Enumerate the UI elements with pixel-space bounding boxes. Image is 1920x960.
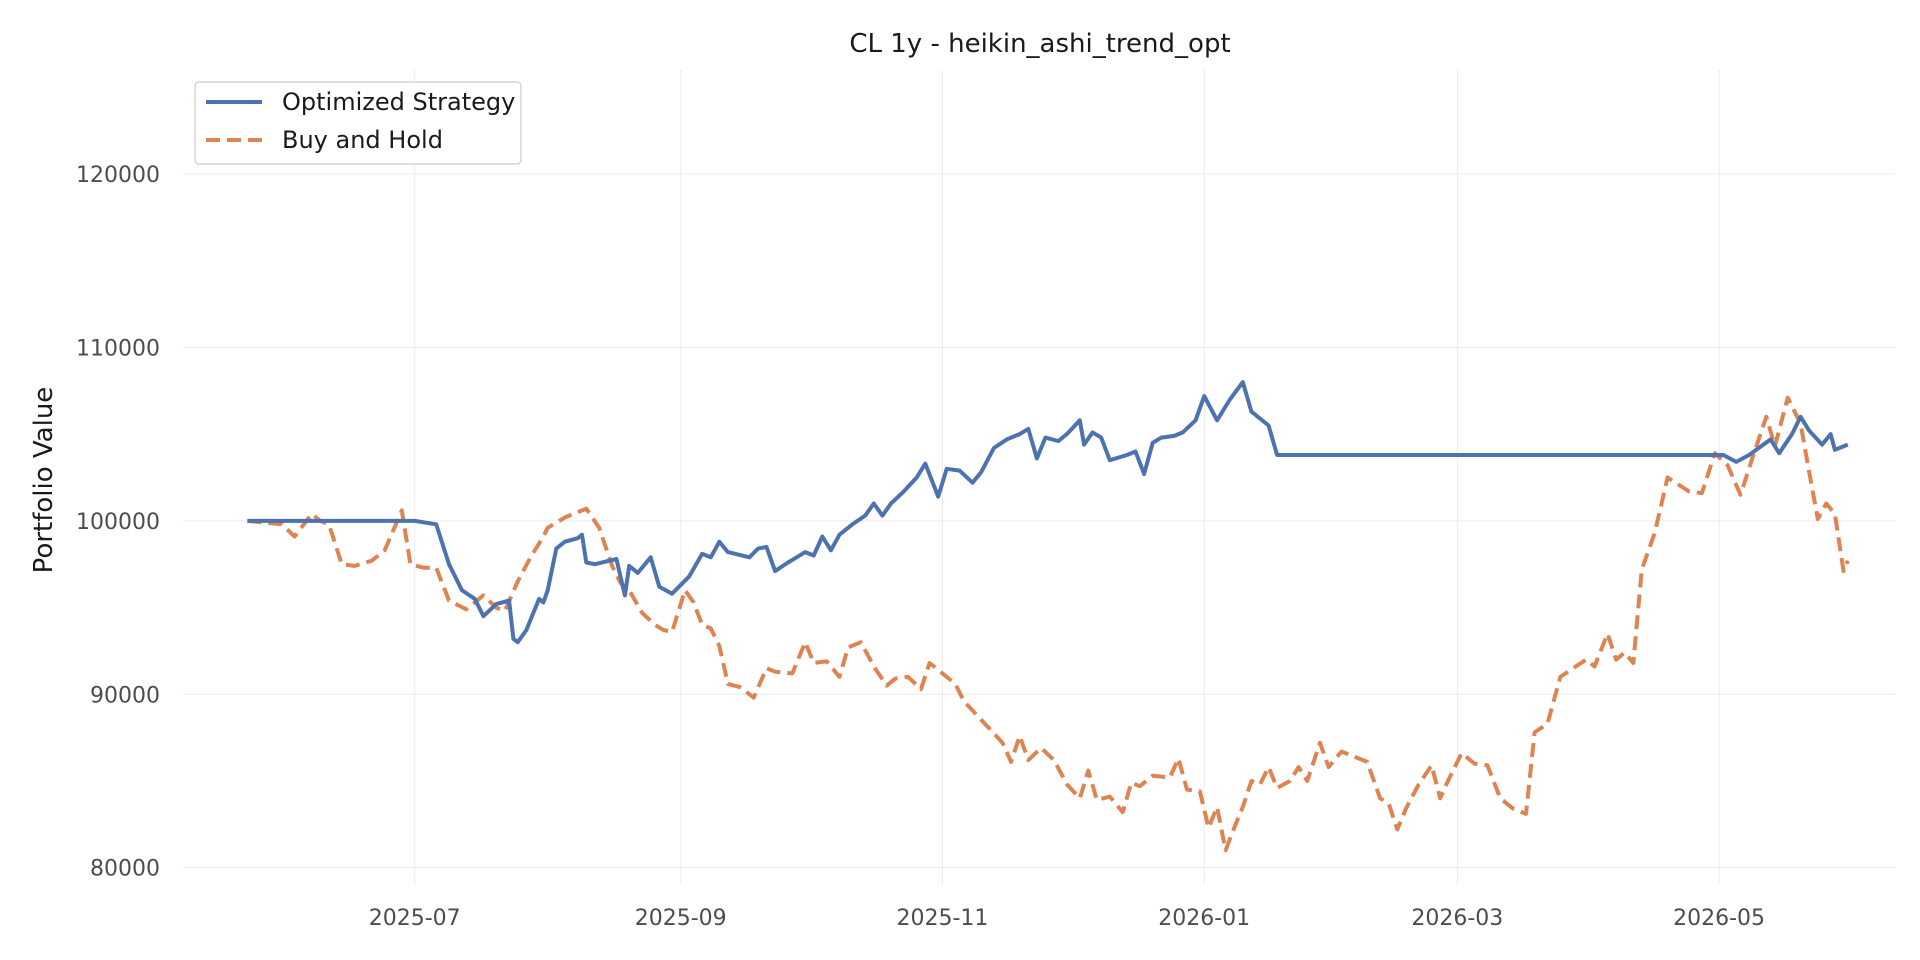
series-line-optimized-strategy bbox=[247, 380, 1849, 645]
x-tick-label: 2026-05 bbox=[1673, 906, 1765, 931]
legend-box bbox=[194, 81, 522, 165]
y-tick-label: 110000 bbox=[76, 336, 160, 361]
series-line-buy-and-hold bbox=[247, 395, 1850, 853]
grid bbox=[183, 70, 1895, 885]
y-axis-ticks: 80000 90000 100000 110000 120000 bbox=[76, 163, 160, 882]
chart-title: CL 1y - heikin_ashi_trend_opt bbox=[849, 29, 1230, 59]
y-tick-label: 120000 bbox=[76, 163, 160, 188]
legend-label-optimized-strategy: Optimized Strategy bbox=[282, 88, 515, 116]
legend: Optimized Strategy Buy and Hold bbox=[194, 81, 522, 165]
y-tick-label: 100000 bbox=[76, 510, 160, 535]
legend-label-buy-and-hold: Buy and Hold bbox=[282, 126, 443, 154]
x-tick-label: 2025-11 bbox=[896, 906, 988, 931]
x-tick-label: 2026-01 bbox=[1158, 906, 1250, 931]
x-axis-ticks: 2025-07 2025-09 2025-11 2026-01 2026-03 2026-… bbox=[369, 906, 1765, 931]
series-lines bbox=[247, 380, 1850, 853]
y-axis-title: Portfolio Value bbox=[29, 387, 59, 574]
x-tick-label: 2025-07 bbox=[369, 906, 461, 931]
y-tick-label: 80000 bbox=[90, 857, 160, 882]
x-tick-label: 2026-03 bbox=[1411, 906, 1503, 931]
x-tick-label: 2025-09 bbox=[635, 906, 727, 931]
y-tick-label: 90000 bbox=[90, 683, 160, 708]
